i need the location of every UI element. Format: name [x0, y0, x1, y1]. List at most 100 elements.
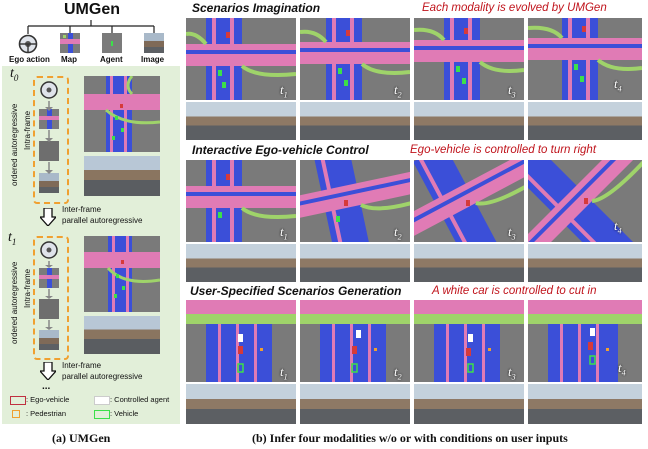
- camera-view: [300, 102, 410, 140]
- map-view: [186, 300, 296, 382]
- camera-view: [300, 244, 410, 282]
- agent-thumb: [102, 33, 122, 53]
- map-thumb: [60, 33, 80, 53]
- map-view: [414, 160, 524, 242]
- camera-view: [186, 244, 296, 282]
- image-token: [39, 173, 59, 193]
- map-view: [528, 160, 642, 242]
- camera-view: [528, 244, 642, 282]
- image-thumb: [144, 33, 164, 53]
- modality-label-map: Map: [61, 55, 77, 64]
- row3-cell-1: t1: [186, 300, 296, 424]
- row2-cell-1: t1: [186, 160, 296, 282]
- row2-cell-3: t3: [414, 160, 524, 282]
- ordered-autoregressive-label: ordered autoregressive: [10, 261, 19, 344]
- inter-frame-label: Inter-frame: [62, 205, 102, 214]
- modality-label-image: Image: [141, 55, 165, 64]
- map-view: [300, 300, 410, 382]
- steering-wheel-icon: [18, 34, 38, 54]
- t1-token-stack: [33, 236, 69, 360]
- inter-frame-label: Inter-frame: [62, 361, 102, 370]
- time-label: t2: [394, 224, 402, 242]
- time-label: t4: [618, 360, 626, 378]
- intra-arrows-t0: [45, 101, 53, 174]
- time-label: t4: [614, 76, 622, 94]
- map-view: [414, 18, 524, 100]
- intra-arrows-t1: [45, 261, 53, 330]
- time-label: t1: [280, 82, 288, 100]
- caption-b: (b) Infer four modalities w/o or with co…: [252, 431, 568, 445]
- row2-cell-4: t4: [528, 160, 642, 282]
- row3-cell-2: t2: [300, 300, 410, 424]
- map-view: [300, 18, 410, 100]
- camera-view: [186, 384, 296, 424]
- results-grid: Scenarios Imagination Each modality is e…: [184, 0, 646, 426]
- umgen-title: UMGen: [64, 1, 120, 18]
- modality-tree: [27, 20, 155, 34]
- row3-cell-3: t3: [414, 300, 524, 424]
- t0-camera-image: [84, 156, 160, 196]
- row1-note: Each modality is evolved by UMGen: [422, 2, 607, 14]
- time-label: t1: [280, 364, 288, 382]
- time-label: t2: [394, 82, 402, 100]
- row3-note: A white car is controlled to cut in: [432, 285, 597, 297]
- t1-camera-image: [84, 316, 160, 354]
- legend: : Ego-vehicle : Controlled agent : Pedes…: [4, 393, 178, 423]
- row1-cell-3: t3: [414, 18, 524, 140]
- t0-label: t0: [10, 66, 19, 83]
- map-token: [39, 268, 59, 288]
- controlled-agent-swatch: [94, 396, 110, 405]
- row3-heading: User-Specified Scenarios Generation: [190, 284, 402, 298]
- intra-frame-label: Intra-frame: [23, 268, 32, 308]
- time-label: t1: [280, 224, 288, 242]
- map-view: [414, 300, 524, 382]
- camera-view: [414, 384, 524, 424]
- intra-frame-label: Intra-frame: [23, 110, 32, 150]
- legend-ego: : Ego-vehicle: [26, 395, 70, 404]
- vehicle-swatch: [94, 410, 110, 419]
- map-token: [39, 109, 59, 129]
- row1-cell-2: t2: [300, 18, 410, 140]
- map-view: [528, 300, 642, 382]
- camera-view: [414, 244, 524, 282]
- row1-cell-4: t4: [528, 18, 642, 140]
- camera-view: [528, 384, 642, 424]
- row2-note: Ego-vehicle is controlled to turn right: [410, 144, 597, 156]
- row1-cell-1: t1: [186, 18, 296, 140]
- map-view: [186, 160, 296, 242]
- row3-cell-4: t4: [528, 300, 642, 424]
- umgen-panel: UMGen Ego action Map Agent Image t0 Intr…: [2, 0, 180, 426]
- steering-wheel-icon: [39, 80, 59, 100]
- legend-controlled: : Controlled agent: [110, 395, 170, 404]
- legend-vehicle: : Vehicle: [110, 409, 139, 418]
- time-label: t4: [614, 218, 622, 236]
- camera-view: [528, 102, 642, 140]
- ordered-autoregressive-label: ordered autoregressive: [10, 103, 19, 186]
- pedestrian-swatch: [12, 410, 20, 418]
- t1-map: [84, 236, 160, 312]
- t0-map: [84, 76, 160, 152]
- row2-cell-2: t2: [300, 160, 410, 282]
- legend-pedestrian: : Pedestrian: [26, 409, 67, 418]
- parallel-autoregressive-label: parallel autoregressive: [62, 372, 143, 381]
- row2-heading: Interactive Ego-vehicle Control: [192, 143, 369, 157]
- ego-vehicle-swatch: [10, 396, 26, 405]
- t0-token-stack: [33, 76, 69, 204]
- map-view: [186, 18, 296, 100]
- camera-view: [186, 102, 296, 140]
- down-arrow-icon: [38, 207, 58, 227]
- caption-a: (a) UMGen: [52, 431, 111, 445]
- camera-view: [300, 384, 410, 424]
- t1-label: t1: [8, 230, 17, 247]
- map-view: [300, 160, 410, 242]
- agent-token: [39, 299, 59, 319]
- time-label: t3: [508, 364, 516, 382]
- camera-view: [414, 102, 524, 140]
- steering-wheel-icon: [39, 240, 59, 260]
- agent-token: [39, 141, 59, 161]
- time-label: t2: [394, 364, 402, 382]
- parallel-autoregressive-label: parallel autoregressive: [62, 216, 143, 225]
- modality-label-agent: Agent: [100, 55, 123, 64]
- row1-heading: Scenarios Imagination: [192, 1, 321, 15]
- image-token: [39, 330, 59, 350]
